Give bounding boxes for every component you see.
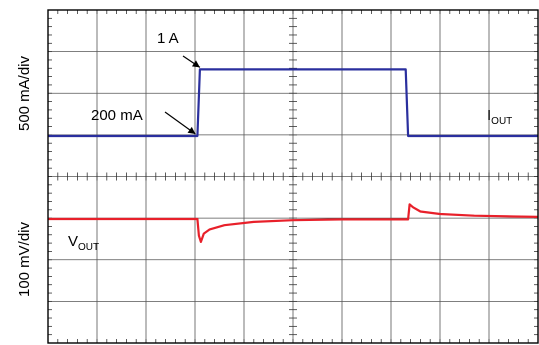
series-line-iout (48, 68, 538, 138)
annotation-1a: 1 A (157, 30, 179, 47)
arrow-1a-head (191, 60, 200, 68)
bottom-panel-ylabel: 100 mV/div (15, 222, 33, 298)
trace-label-vout: VOUT (68, 233, 99, 253)
series-line-vout (48, 203, 539, 243)
grid (47, 9, 539, 344)
plot-frame (47, 9, 539, 344)
top-panel-ylabel: 500 mA/div (15, 55, 33, 131)
arrow-200ma-head (187, 126, 196, 134)
annotation-200ma: 200 mA (91, 107, 143, 124)
traces (48, 68, 539, 243)
trace-label-iout: IOUT (487, 107, 512, 127)
